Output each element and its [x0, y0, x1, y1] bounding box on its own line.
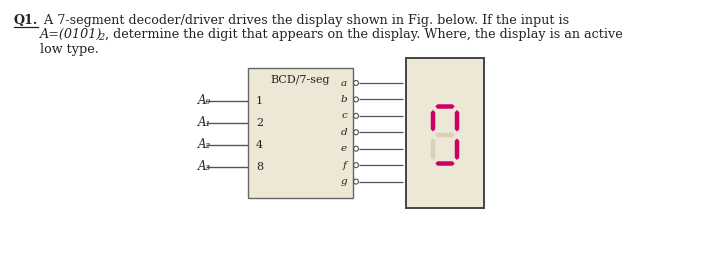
Text: A 7-segment decoder/driver drives the display shown in Fig. below. If the input : A 7-segment decoder/driver drives the di…: [40, 14, 569, 27]
Polygon shape: [435, 104, 454, 109]
Text: A₃: A₃: [198, 161, 211, 174]
Text: a: a: [341, 78, 347, 87]
Text: 1: 1: [256, 96, 263, 106]
Text: f: f: [343, 161, 347, 170]
Text: A₁: A₁: [198, 117, 211, 130]
Text: low type.: low type.: [40, 43, 99, 56]
Polygon shape: [431, 139, 435, 160]
Bar: [248, 68, 353, 198]
Text: 2: 2: [98, 33, 104, 42]
Text: d: d: [340, 128, 347, 137]
Text: b: b: [340, 95, 347, 104]
Polygon shape: [435, 133, 454, 137]
Text: Q1.: Q1.: [14, 14, 38, 27]
Text: BCD/7-seg: BCD/7-seg: [271, 75, 330, 85]
Text: g: g: [340, 177, 347, 186]
Text: 2: 2: [256, 118, 263, 128]
Polygon shape: [454, 110, 459, 131]
Polygon shape: [454, 139, 459, 160]
Text: e: e: [341, 144, 347, 153]
Text: 4: 4: [256, 140, 263, 150]
Polygon shape: [431, 110, 435, 131]
Text: A=(0101): A=(0101): [40, 28, 102, 41]
Text: , determine the digit that appears on the display. Where, the display is an acti: , determine the digit that appears on th…: [105, 28, 623, 41]
Bar: [406, 58, 484, 208]
Text: 8: 8: [256, 162, 263, 172]
Text: A₂: A₂: [198, 139, 211, 152]
Text: A₀: A₀: [198, 95, 211, 108]
Text: c: c: [342, 111, 347, 120]
Polygon shape: [435, 161, 454, 166]
